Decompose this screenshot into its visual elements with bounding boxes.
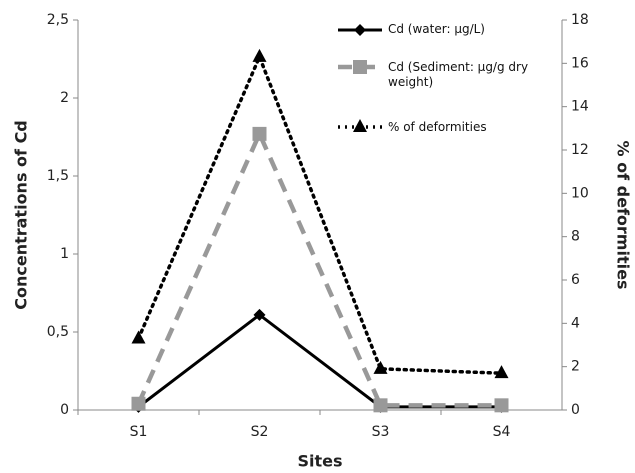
y2-tick-label: 10	[571, 185, 589, 201]
y-tick-label: 0	[60, 402, 69, 418]
y2-tick-label: 18	[571, 12, 589, 28]
x-tick-label: S3	[372, 424, 390, 440]
marker	[131, 330, 146, 344]
marker	[252, 126, 267, 141]
y-axis-label: Concentrations of Cd	[12, 120, 31, 310]
line	[137, 312, 502, 409]
y-tick-label: 2,5	[47, 12, 69, 28]
y2-tick-label: 6	[571, 272, 580, 288]
line	[136, 52, 504, 375]
legend-marker	[353, 119, 367, 132]
y2-tick-label: 12	[571, 142, 589, 158]
x-tick-label: S1	[130, 424, 148, 440]
marker	[373, 360, 388, 374]
marker	[131, 396, 146, 411]
marker	[253, 308, 266, 321]
y2-tick-label: 4	[571, 315, 580, 331]
x-axis-label: Sites	[297, 452, 342, 471]
legend-marker	[354, 24, 366, 36]
y-tick-label: 2	[60, 90, 69, 106]
x-tick-label: S2	[251, 424, 269, 440]
y2-tick-label: 0	[571, 402, 580, 418]
legend-label: Cd (water: µg/L)	[388, 22, 485, 36]
marker	[494, 365, 509, 379]
y2-tick-label: 2	[571, 359, 580, 375]
y2-tick-label: 14	[571, 99, 589, 115]
marker	[494, 398, 509, 413]
x-tick-label: S4	[493, 424, 511, 440]
y-tick-label: 1	[60, 246, 69, 262]
marker	[373, 398, 388, 413]
legend-label: % of deformities	[388, 120, 487, 134]
y-tick-label: 0,5	[47, 324, 69, 340]
marker	[252, 48, 267, 62]
y-tick-label: 1,5	[47, 168, 69, 184]
y2-tick-label: 8	[571, 229, 580, 245]
legend-label: Cd (Sediment: µg/g dry weight)	[388, 60, 529, 89]
line	[136, 128, 502, 408]
y2-axis-label: % of deformities	[614, 141, 633, 290]
legend-marker	[353, 60, 367, 74]
y2-tick-label: 16	[571, 55, 589, 71]
